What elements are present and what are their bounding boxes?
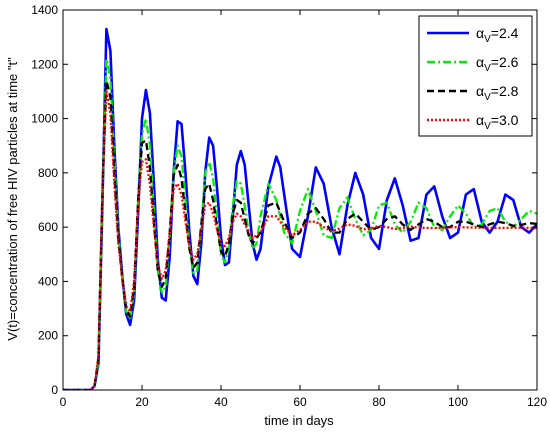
y-tick-label: 400 — [38, 274, 58, 288]
legend-value: =2.6 — [491, 54, 519, 70]
x-tick-label: 0 — [60, 395, 67, 409]
x-axis-label: time in days — [264, 413, 334, 428]
y-tick-label: 1400 — [31, 3, 58, 17]
legend-subscript: V — [484, 121, 491, 132]
legend-box — [418, 15, 533, 137]
y-tick-label: 0 — [51, 383, 58, 397]
x-tick-label: 100 — [448, 395, 468, 409]
y-tick-label: 200 — [38, 329, 58, 343]
series-line-3 — [63, 79, 537, 390]
legend-symbol: α — [476, 112, 484, 128]
legend-subscript: V — [484, 34, 491, 45]
legend-symbol: α — [476, 54, 484, 70]
x-tick-label: 40 — [214, 395, 228, 409]
y-tick-label: 600 — [38, 220, 58, 234]
series-line-4 — [63, 90, 537, 390]
x-tick-label: 60 — [293, 395, 307, 409]
y-axis-label: V(t)=concentration of free HIV particles… — [5, 57, 20, 341]
legend-label-1: αV=2.4 — [476, 25, 519, 45]
legend-value: =2.4 — [491, 25, 519, 41]
legend-symbol: α — [476, 25, 484, 41]
legend-subscript: V — [484, 63, 491, 74]
x-tick-label: 120 — [527, 395, 547, 409]
legend-label-4: αV=3.0 — [476, 112, 519, 132]
series-layer — [63, 27, 537, 390]
legend-value: =3.0 — [491, 112, 519, 128]
legend-subscript: V — [484, 92, 491, 103]
x-tick-label: 80 — [372, 395, 386, 409]
legend-label-3: αV=2.8 — [476, 83, 519, 103]
y-tick-label: 1200 — [31, 57, 58, 71]
y-tick-label: 800 — [38, 166, 58, 180]
legend-value: =2.8 — [491, 83, 519, 99]
legend: αV=2.4αV=2.6αV=2.8αV=3.0 — [418, 15, 533, 137]
legend-label-2: αV=2.6 — [476, 54, 519, 74]
x-tick-label: 20 — [135, 395, 149, 409]
y-tick-label: 1000 — [31, 112, 58, 126]
legend-symbol: α — [476, 83, 484, 99]
